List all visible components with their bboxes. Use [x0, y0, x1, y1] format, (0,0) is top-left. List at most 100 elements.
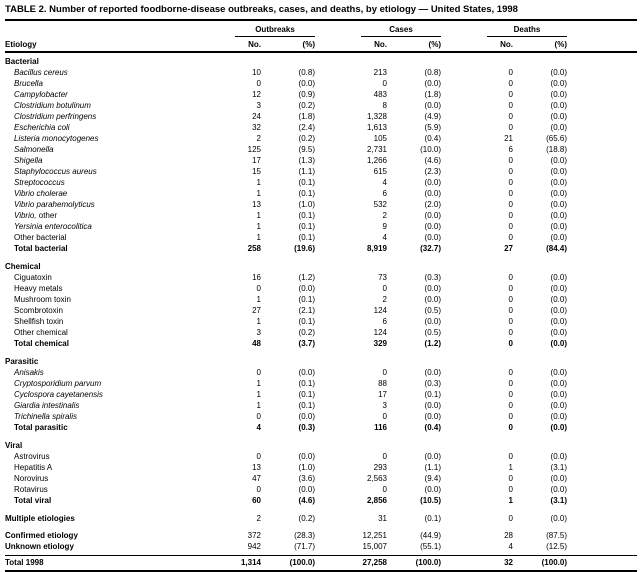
cell-outbreaks-no: 48 — [252, 339, 261, 348]
col-group-deaths-label: Deaths — [487, 24, 567, 37]
cell-deaths-pct: (0.0) — [550, 156, 567, 165]
cell-cases-no: 0 — [382, 452, 387, 461]
cell-deaths-pct: (0.0) — [550, 412, 567, 421]
row-label: Vibrio parahemolyticus — [5, 199, 205, 210]
table-row: Cyclospora cayetanensis 1 (0.1) 17 (0.1) 0 (0.… — [5, 389, 637, 400]
row-label-text: Listeria monocytogenes — [14, 134, 99, 143]
table-row: Bacillus cereus 10 (0.8) 213 (0.8) 0 (0.0) — [5, 67, 637, 78]
section-header: Bacterial — [5, 56, 637, 67]
col-header-outbreaks-pct: (%) — [302, 40, 315, 49]
row-label-text: Trichinella spiralis — [14, 412, 77, 421]
table-row: Rotavirus 0 (0.0) 0 (0.0) 0 (0.0) — [5, 484, 637, 495]
cell-outbreaks-pct: (1.0) — [298, 463, 315, 472]
cell-cases-no: 3 — [382, 401, 387, 410]
cell-cases-no: 1,328 — [366, 112, 387, 121]
cell-deaths-pct: (0.0) — [550, 178, 567, 187]
cell-cases-pct: (5.9) — [424, 123, 441, 132]
table-row: Multiple etiologies 2 (0.2) 31 (0.1) 0 (0.0) — [5, 513, 637, 524]
cell-deaths-pct: (0.0) — [550, 79, 567, 88]
row-label: Multiple etiologies — [5, 513, 205, 524]
row-label: Heavy metals — [5, 283, 205, 294]
cell-outbreaks-pct: (0.1) — [298, 390, 315, 399]
cell-cases-no: 9 — [382, 222, 387, 231]
table-row: Other bacterial 1 (0.1) 4 (0.0) 0 (0.0) — [5, 232, 637, 243]
cell-deaths-pct: (0.0) — [550, 222, 567, 231]
cell-outbreaks-pct: (1.2) — [298, 273, 315, 282]
table-body: Bacterial Bacillus cereus 10 (0.8) 213 (0.8) 0… — [5, 56, 637, 572]
cell-outbreaks-no: 16 — [252, 273, 261, 282]
cell-outbreaks-no: 1 — [256, 189, 261, 198]
cell-cases-pct: (0.0) — [424, 211, 441, 220]
table-row: Listeria monocytogenes 2 (0.2) 105 (0.4) 21 (6… — [5, 133, 637, 144]
column-header-row: Etiology No. (%) No. (%) No. (%) — [5, 37, 637, 51]
cell-outbreaks-no: 125 — [247, 145, 261, 154]
cell-outbreaks-pct: (3.7) — [298, 339, 315, 348]
cell-outbreaks-pct: (0.0) — [298, 79, 315, 88]
cell-cases-no: 2,856 — [366, 496, 387, 505]
cell-cases-pct: (0.0) — [424, 485, 441, 494]
cell-outbreaks-no: 1,314 — [240, 558, 261, 567]
cell-cases-no: 293 — [373, 463, 387, 472]
row-label-text: Scombrotoxin — [14, 306, 63, 315]
cell-deaths-no: 0 — [508, 379, 513, 388]
row-label: Vibrio, other — [5, 210, 205, 221]
table-row: Vibrio, other 1 (0.1) 2 (0.0) 0 (0.0) — [5, 210, 637, 221]
row-label-text: Giardia intestinalis — [14, 401, 80, 410]
cell-cases-pct: (44.9) — [420, 531, 441, 540]
cell-outbreaks-pct: (2.4) — [298, 123, 315, 132]
row-label-text: Other chemical — [14, 328, 68, 337]
cell-outbreaks-no: 0 — [256, 452, 261, 461]
cell-deaths-no: 0 — [508, 178, 513, 187]
cell-deaths-pct: (0.0) — [550, 328, 567, 337]
cell-deaths-no: 0 — [508, 200, 513, 209]
cell-deaths-no: 0 — [508, 90, 513, 99]
table-row: Confirmed etiology 372 (28.3) 12,251 (44.9) 2… — [5, 530, 637, 541]
section-header: Viral — [5, 440, 637, 451]
cell-outbreaks-no: 1 — [256, 295, 261, 304]
row-label: Rotavirus — [5, 484, 205, 495]
cell-outbreaks-pct: (0.2) — [298, 101, 315, 110]
cell-cases-pct: (0.3) — [424, 379, 441, 388]
cell-cases-no: 0 — [382, 485, 387, 494]
cell-cases-pct: (4.6) — [424, 156, 441, 165]
cell-cases-pct: (0.0) — [424, 101, 441, 110]
cell-deaths-pct: (3.1) — [550, 463, 567, 472]
cell-outbreaks-no: 24 — [252, 112, 261, 121]
cell-outbreaks-pct: (0.3) — [298, 423, 315, 432]
cell-deaths-no: 0 — [508, 156, 513, 165]
cell-deaths-pct: (0.0) — [550, 368, 567, 377]
cell-cases-no: 116 — [374, 423, 387, 432]
cell-cases-no: 483 — [373, 90, 387, 99]
cell-cases-no: 6 — [382, 317, 387, 326]
cell-deaths-pct: (65.6) — [546, 134, 567, 143]
cell-deaths-no: 0 — [508, 68, 513, 77]
cell-cases-pct: (0.1) — [424, 514, 441, 523]
cell-cases-pct: (0.0) — [424, 284, 441, 293]
cell-deaths-pct: (0.0) — [550, 167, 567, 176]
cell-deaths-pct: (0.0) — [550, 233, 567, 242]
cell-deaths-pct: (0.0) — [550, 295, 567, 304]
cell-outbreaks-no: 4 — [256, 423, 261, 432]
table-row: Scombrotoxin 27 (2.1) 124 (0.5) 0 (0.0) — [5, 305, 637, 316]
cell-outbreaks-pct: (100.0) — [289, 558, 315, 567]
col-group-outbreaks: Outbreaks — [205, 24, 315, 37]
row-label-text: Staphylococcus aureus — [14, 167, 97, 176]
cell-outbreaks-pct: (2.1) — [298, 306, 315, 315]
table-row: Vibrio parahemolyticus 13 (1.0) 532 (2.0) 0 (0… — [5, 199, 637, 210]
row-label-text: Brucella — [14, 79, 43, 88]
row-label-text: Total parasitic — [14, 423, 68, 432]
cell-cases-no: 615 — [373, 167, 387, 176]
cell-deaths-pct: (0.0) — [550, 273, 567, 282]
table-section: Parasitic Anisakis 0 (0.0) 0 (0.0) 0 (0.0) Crypt… — [5, 356, 637, 433]
section-header-label: Parasitic — [5, 357, 39, 366]
cell-deaths-pct: (0.0) — [550, 101, 567, 110]
table-row: Anisakis 0 (0.0) 0 (0.0) 0 (0.0) — [5, 367, 637, 378]
row-label: Astrovirus — [5, 451, 205, 462]
table-row: Norovirus 47 (3.6) 2,563 (9.4) 0 (0.0) — [5, 473, 637, 484]
table-row: Campylobacter 12 (0.9) 483 (1.8) 0 (0.0) — [5, 89, 637, 100]
cell-deaths-no: 0 — [508, 284, 513, 293]
table-row: Salmonella 125 (9.5) 2,731 (10.0) 6 (18.8) — [5, 144, 637, 155]
cell-cases-pct: (0.0) — [424, 368, 441, 377]
col-header-deaths-pct: (%) — [554, 40, 567, 49]
cell-outbreaks-no: 27 — [252, 306, 261, 315]
